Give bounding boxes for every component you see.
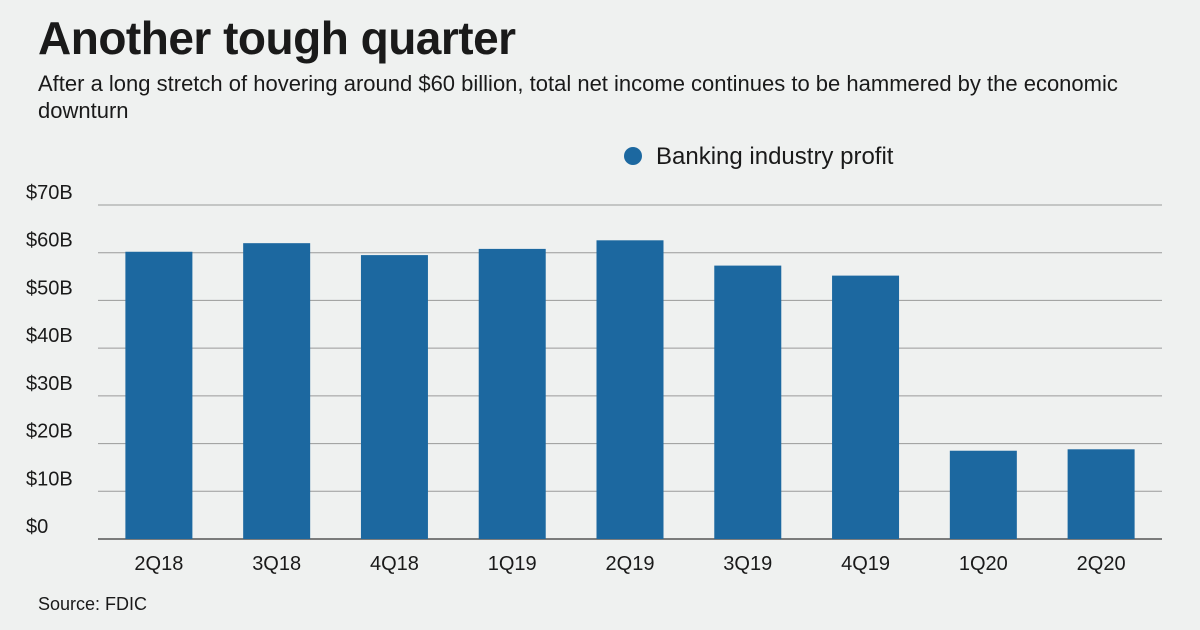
source-note: Source: FDIC <box>38 594 148 614</box>
chart-subtitle: After a long stretch of hovering around … <box>38 71 1118 123</box>
y-tick-label: $30B <box>26 373 73 395</box>
y-tick-label: $50B <box>26 277 73 299</box>
x-tick-label: 1Q19 <box>488 553 537 575</box>
y-axis-tick-labels: $0 $10B $20B $30B $40B $50B $60B $70B <box>26 182 73 538</box>
bar-2Q20 <box>1067 449 1135 539</box>
x-tick-label: 2Q20 <box>1077 553 1126 575</box>
bars <box>125 240 1135 539</box>
x-axis-tick-labels: 2Q18 3Q18 4Q18 1Q19 2Q19 3Q19 4Q19 1Q20 2Q20 <box>134 553 1125 575</box>
y-tick-label: $10B <box>26 468 73 490</box>
x-tick-label: 2Q19 <box>606 553 655 575</box>
y-tick-label: $40B <box>26 325 73 347</box>
y-tick-label: $0 <box>26 516 48 538</box>
y-tick-label: $60B <box>26 230 73 252</box>
bar-2Q19 <box>596 240 664 539</box>
chart-title: Another tough quarter <box>38 12 516 64</box>
x-tick-label: 4Q19 <box>841 553 890 575</box>
x-tick-label: 3Q18 <box>252 553 301 575</box>
bar-2Q18 <box>125 251 193 539</box>
x-tick-label: 4Q18 <box>370 553 419 575</box>
bar-4Q19 <box>832 275 900 539</box>
x-tick-label: 1Q20 <box>959 553 1008 575</box>
x-tick-label: 3Q19 <box>723 553 772 575</box>
y-tick-label: $20B <box>26 421 73 443</box>
bar-1Q19 <box>478 248 546 539</box>
bar-3Q19 <box>714 265 782 539</box>
legend-marker <box>624 147 642 165</box>
bar-4Q18 <box>360 255 428 539</box>
legend-label: Banking industry profit <box>656 143 894 170</box>
bar-3Q18 <box>243 243 311 539</box>
y-tick-label: $70B <box>26 182 73 204</box>
bar-1Q20 <box>949 450 1017 539</box>
legend: Banking industry profit <box>624 143 894 170</box>
x-tick-label: 2Q18 <box>134 553 183 575</box>
